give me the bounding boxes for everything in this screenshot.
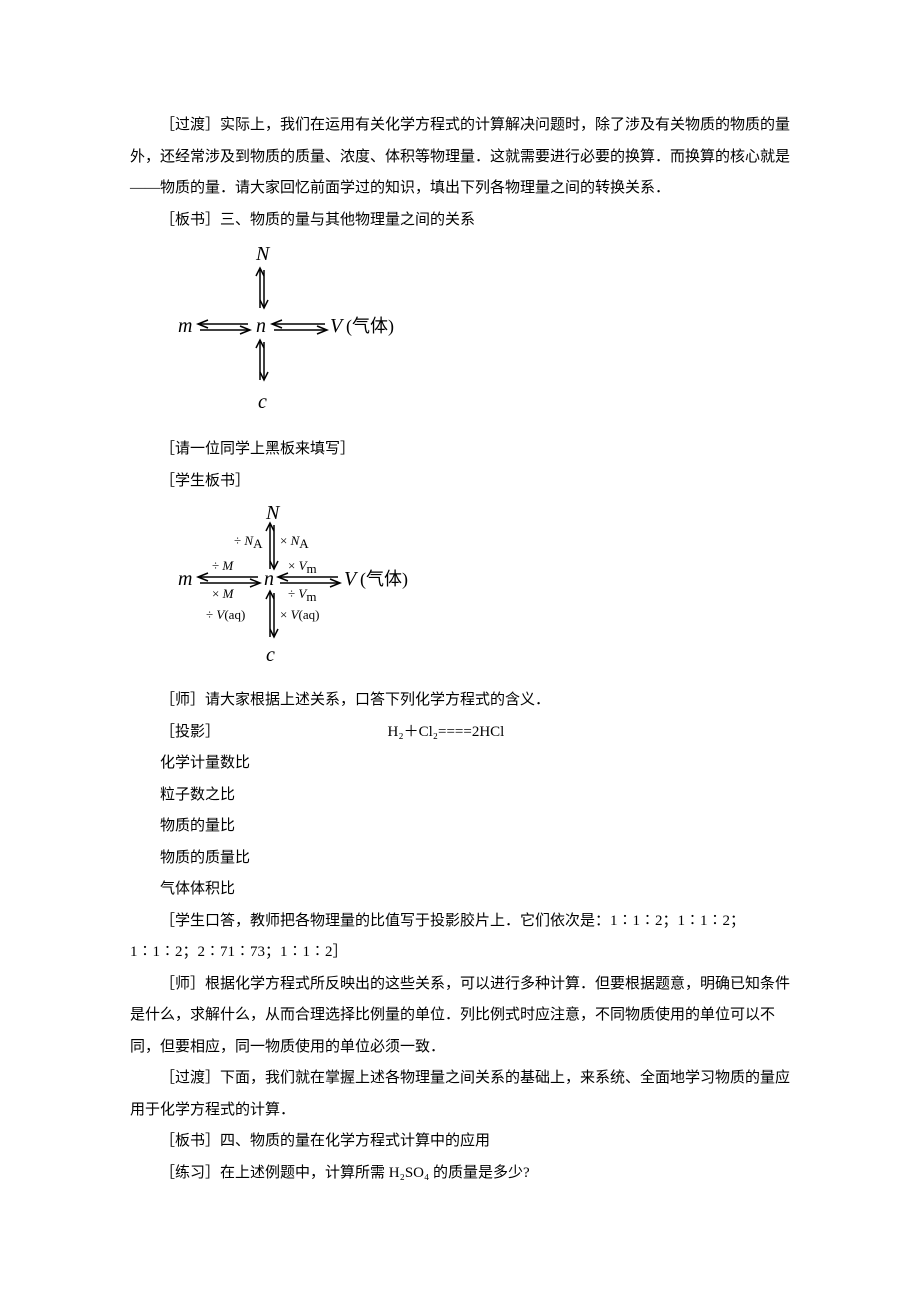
teacher-says: ［师］请大家根据上述关系，口答下列化学方程式的含义． [130, 685, 790, 717]
ratio-line-4: 物质的质量比 [130, 843, 790, 875]
label-mulNA: × NA [280, 533, 309, 551]
text: ［板书］四、物质的量在化学方程式计算中的应用 [160, 1133, 490, 1149]
diagram-m: m [178, 315, 192, 337]
label-divVaq: ÷ V(aq) [206, 607, 245, 622]
diagram-simple: N m n [170, 240, 790, 430]
ratio-line-2: 粒子数之比 [130, 780, 790, 812]
document-page: ［过渡］实际上，我们在运用有关化学方程式的计算解决问题时，除了涉及有关物质的物质… [0, 0, 920, 1302]
text: 粒子数之比 [160, 787, 235, 803]
label-mulVm: × Vm [288, 558, 317, 576]
board-heading-3: ［板书］三、物质的量与其他物理量之间的关系 [130, 205, 790, 237]
diagram-c: c [266, 644, 275, 666]
text: ［练习］在上述例题中，计算所需 H₂SO₄ 的质量是多少? [160, 1165, 530, 1181]
transition-2: ［过渡］下面，我们就在掌握上述各物理量之间关系的基础上，来系统、全面地学习物质的… [130, 1063, 790, 1126]
diagram-n: n [256, 315, 266, 337]
diagram-gas: (气体) [360, 569, 408, 590]
diagram-N: N [255, 243, 271, 265]
instruction: ［请一位同学上黑板来填写］ [130, 434, 790, 466]
label-divVm: ÷ Vm [288, 586, 316, 604]
text: ［学生板书］ [160, 473, 250, 489]
diagram-V: V [330, 315, 345, 337]
ratio-line-5: 气体体积比 [130, 874, 790, 906]
text: 物质的质量比 [160, 850, 250, 866]
teacher-explain: ［师］根据化学方程式所反映出的这些关系，可以进行多种计算．但要根据题意，明确已知… [130, 969, 790, 1064]
board-heading-4: ［板书］四、物质的量在化学方程式计算中的应用 [130, 1126, 790, 1158]
student-board: ［学生板书］ [130, 466, 790, 498]
double-arrow-horizontal-icon [272, 320, 327, 334]
diagram-c: c [258, 391, 267, 413]
label-divM: ÷ M [212, 558, 234, 573]
text: ［师］请大家根据上述关系，口答下列化学方程式的含义． [160, 692, 550, 708]
text: ［过渡］下面，我们就在掌握上述各物理量之间关系的基础上，来系统、全面地学习物质的… [130, 1070, 790, 1118]
transition-para: ［过渡］实际上，我们在运用有关化学方程式的计算解决问题时，除了涉及有关物质的物质… [130, 110, 790, 205]
text: ［板书］三、物质的量与其他物理量之间的关系 [160, 212, 475, 228]
double-arrow-vertical-icon [256, 268, 268, 308]
projection-line: ［投影］ H₂＋Cl₂====2HCl [130, 717, 790, 749]
ratio-line-1: 化学计量数比 [130, 748, 790, 780]
text: ［学生口答，教师把各物理量的比值写于投影胶片上．它们依次是：1∶1∶2；1∶1∶… [130, 913, 745, 961]
diagram-gas: (气体) [346, 316, 394, 337]
label-divNA: ÷ NA [234, 533, 263, 551]
text: 化学计量数比 [160, 755, 250, 771]
ratio-line-3: 物质的量比 [130, 811, 790, 843]
equation: H₂＋Cl₂====2HCl [388, 724, 505, 740]
text: 物质的量比 [160, 818, 235, 834]
text: 气体体积比 [160, 881, 235, 897]
text: ［请一位同学上黑板来填写］ [160, 441, 355, 457]
diagram-N: N [265, 502, 281, 524]
double-arrow-vertical-icon [266, 523, 278, 569]
text: ［师］根据化学方程式所反映出的这些关系，可以进行多种计算．但要根据题意，明确已知… [130, 976, 790, 1055]
exercise: ［练习］在上述例题中，计算所需 H₂SO₄ 的质量是多少? [130, 1158, 790, 1190]
projection-label: ［投影］ [160, 724, 220, 740]
diagram-m: m [178, 568, 192, 590]
double-arrow-horizontal-icon [198, 573, 260, 587]
student-answer-para: ［学生口答，教师把各物理量的比值写于投影胶片上．它们依次是：1∶1∶2；1∶1∶… [130, 906, 790, 969]
double-arrow-vertical-icon [256, 340, 268, 380]
text: ［过渡］实际上，我们在运用有关化学方程式的计算解决问题时，除了涉及有关物质的物质… [130, 117, 790, 196]
diagram-V: V [344, 568, 359, 590]
double-arrow-horizontal-icon [198, 320, 250, 334]
label-mulVaq: × V(aq) [280, 607, 319, 622]
label-mulM: × M [212, 586, 235, 601]
double-arrow-vertical-icon [266, 591, 278, 637]
diagram-n: n [264, 568, 274, 590]
diagram-detailed: N ÷ NA × NA m ÷ M × M n [170, 501, 790, 681]
